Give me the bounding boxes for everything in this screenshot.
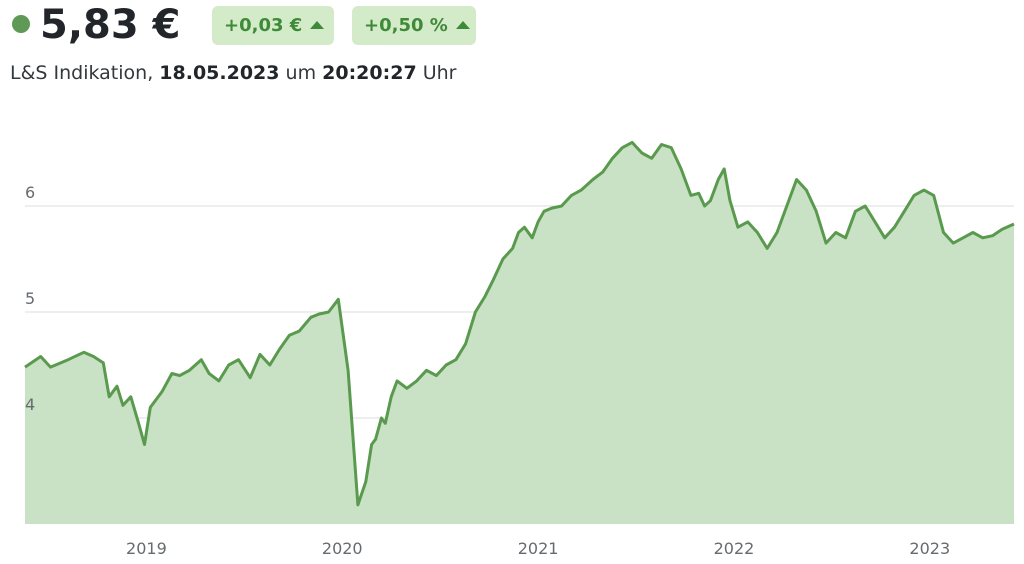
quote-um: um — [285, 62, 317, 84]
y-tick-label: 4 — [25, 395, 35, 414]
price-chart[interactable]: 4 5 6 2019 2020 2021 2022 2023 — [0, 100, 1024, 564]
y-axis-ticks: 4 5 6 — [25, 183, 35, 414]
y-tick-label: 5 — [25, 289, 35, 308]
x-tick-label: 2021 — [518, 539, 559, 558]
change-percent-badge: +0,50 % — [352, 6, 476, 45]
x-tick-label: 2020 — [322, 539, 363, 558]
quote-uhr: Uhr — [422, 62, 457, 84]
change-absolute-value: +0,03 € — [224, 15, 303, 36]
quote-time: 20:20:27 — [322, 62, 417, 84]
price-area-fill — [25, 142, 1014, 524]
quote-source: L&S Indikation, — [10, 62, 154, 84]
y-tick-label: 6 — [25, 183, 35, 202]
quote-date: 18.05.2023 — [159, 62, 280, 84]
x-tick-label: 2023 — [909, 539, 950, 558]
live-status-dot — [12, 15, 30, 33]
quote-timestamp: L&S Indikation, 18.05.2023 um 20:20:27 U… — [10, 62, 456, 84]
current-price: 5,83 € — [40, 2, 181, 48]
x-tick-label: 2022 — [714, 539, 755, 558]
triangle-up-icon — [455, 21, 470, 29]
x-tick-label: 2019 — [126, 539, 167, 558]
change-percent-value: +0,50 % — [364, 15, 448, 36]
price-line[interactable] — [24, 140, 1015, 507]
change-absolute-badge: +0,03 € — [212, 6, 334, 45]
triangle-up-icon — [310, 21, 325, 29]
quote-header: 5,83 € +0,03 € +0,50 % L&S Indikation, 1… — [0, 0, 1024, 100]
x-axis-ticks: 2019 2020 2021 2022 2023 — [126, 539, 950, 558]
